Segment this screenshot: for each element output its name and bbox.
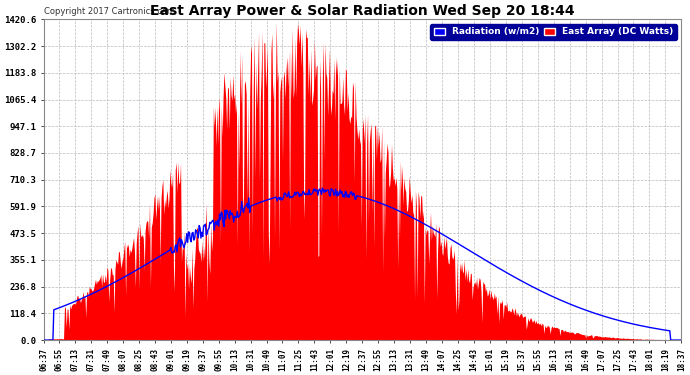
Title: East Array Power & Solar Radiation Wed Sep 20 18:44: East Array Power & Solar Radiation Wed S…	[150, 4, 575, 18]
Legend: Radiation (w/m2), East Array (DC Watts): Radiation (w/m2), East Array (DC Watts)	[431, 24, 677, 40]
Text: Copyright 2017 Cartronics.com: Copyright 2017 Cartronics.com	[44, 7, 175, 16]
